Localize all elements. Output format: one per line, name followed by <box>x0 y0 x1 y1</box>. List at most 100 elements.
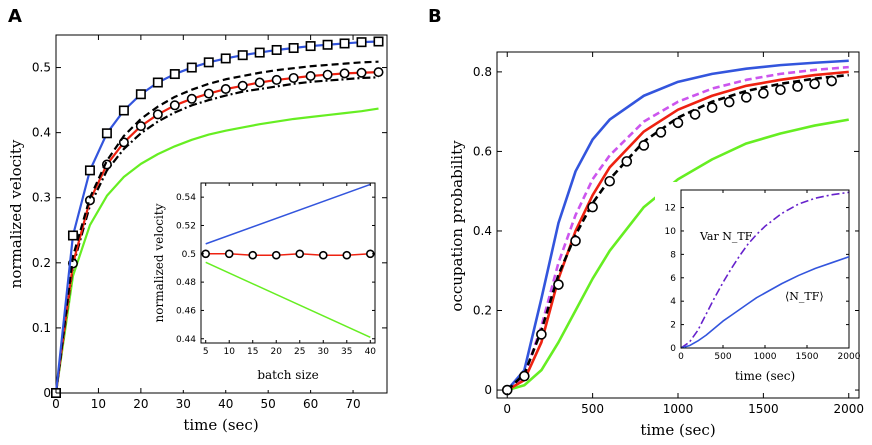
panel-b-inset-xtick-label: 2000 <box>838 352 861 362</box>
panel-a-inset-series-green <box>205 261 371 339</box>
panel-a-inset-xtick-label: 5 <box>203 347 209 357</box>
panel-a-marker-circle <box>339 68 350 79</box>
panel-a-inset-marker-circle <box>248 250 258 260</box>
panel-b-inset-ytick-label: 4 <box>670 297 676 307</box>
panel-b-series-green <box>506 118 849 392</box>
panel-a-marker-circle <box>237 80 248 91</box>
panel-a-marker-circle <box>322 69 333 80</box>
panel-b-ylabel: occupation probability <box>448 140 466 312</box>
panel-a-inset-marker-circle <box>271 250 281 260</box>
panel-b-inset-xtick-label: 1000 <box>754 352 777 362</box>
panel-b-ytick-label: 0 <box>484 383 492 397</box>
panel-a-ytick-label: 0.1 <box>32 321 51 335</box>
panel-b-inset-ytick-label: 12 <box>665 204 676 214</box>
panel-b-xtick-label: 1500 <box>748 402 779 416</box>
panel-b-xlabel: time (sec) <box>640 421 715 439</box>
panel-a-marker-square <box>169 69 180 80</box>
panel-a-inset-marker-circle <box>295 249 305 259</box>
panel-b-marker-circle <box>638 140 650 151</box>
panel-a-inset-marker-circle <box>342 250 352 260</box>
panel-b-series-black-dashed <box>506 73 849 392</box>
panel-a-inset-xtick-label: 15 <box>247 347 258 357</box>
panel-a-ytick-label: 0.4 <box>32 126 51 140</box>
panel-b-ytick-label: 0.6 <box>473 144 492 158</box>
panel-b-marker-circle <box>741 92 752 103</box>
panel-a-marker-square <box>67 230 78 241</box>
panel-a-chart: 0 10 20 30 40 50 60 70 0 0.1 0.2 0.3 0.4 0.5 time (s… <box>7 34 388 434</box>
panel-a-marker-square <box>288 43 299 54</box>
panel-a-ytick-label: 0.2 <box>32 256 51 270</box>
panel-a-marker-circle <box>186 93 197 104</box>
panel-a-marker-square <box>305 41 316 52</box>
annotation-var-ntf: Var N_TF <box>699 230 753 243</box>
panel-a-inset-xlabel: batch size <box>257 368 318 382</box>
panel-a-marker-circle <box>271 74 282 85</box>
panel-a-marker-circle <box>288 72 299 83</box>
panel-b-inset-ytick-label: 0 <box>670 344 676 354</box>
panel-a-inset-xtick-label: 35 <box>341 347 352 357</box>
panel-a-marker-square <box>84 165 95 176</box>
panel-b-ytick-label: 0.8 <box>473 65 492 79</box>
panel-b-inset-xtick-label: 0 <box>678 352 684 362</box>
panel-a-marker-circle <box>152 109 163 120</box>
panel-a-inset-ytick-label: 0.46 <box>176 306 196 316</box>
panel-a-series-green <box>54 107 379 394</box>
panel-a-marker-square <box>101 128 112 139</box>
panel-b-marker-circle <box>570 235 581 247</box>
annotation-mean-ntf: ⟨N_TF⟩ <box>785 290 824 303</box>
panel-b-marker-circle <box>723 96 735 108</box>
panel-a-marker-square <box>220 53 231 64</box>
panel-b-marker-circle <box>621 156 633 167</box>
panel-b-marker-circle <box>604 175 615 187</box>
panel-a-inset-ytick-label: 0.52 <box>176 221 196 231</box>
panel-letter-a: A <box>8 6 22 27</box>
panel-a-inset: 5 10 15 20 25 30 35 40 0.440.460.480.50.520.54 … <box>150 176 380 390</box>
panel-a-series-black-dashed <box>54 60 379 394</box>
panel-a-series <box>50 36 384 398</box>
panel-b-marker-circle <box>536 329 547 340</box>
panel-b-marker-circle <box>519 370 530 382</box>
panel-a-ytick-label: 0.3 <box>32 191 51 205</box>
panel-a-frame <box>55 34 388 394</box>
panel-b-marker-circle <box>792 81 803 92</box>
panel-a-inset-ytick-label: 0.44 <box>176 335 196 345</box>
panel-a-marker-square <box>356 37 367 48</box>
panel-a-inset-xtick-label: 25 <box>294 347 305 357</box>
panel-a-xtick-label: 60 <box>303 397 318 411</box>
panel-a-marker-circle <box>220 84 231 95</box>
panel-b-marker-circle <box>553 279 564 290</box>
panel-b-marker-circle <box>672 117 684 129</box>
panel-a-xtick-label: 40 <box>218 397 233 411</box>
panel-letter-b: B <box>428 6 442 27</box>
panel-a-marker-square <box>152 77 163 88</box>
panel-b-xtick-label: 1000 <box>663 402 694 416</box>
panel-b-marker-circle <box>587 201 598 213</box>
panel-b-chart: 0 500 1000 1500 2000 00.20.40.60.8 time (sec… <box>448 51 864 439</box>
panel-b-xtick-label: 0 <box>503 402 511 416</box>
panel-b-inset: 0 500 1000 1500 2000 0 2 4 6 8 10 12 time (sec) Va… <box>655 182 861 392</box>
panel-a-marker-circle <box>356 67 367 78</box>
panel-a-marker-circle <box>135 121 146 132</box>
panel-b-marker-circle <box>809 78 820 90</box>
panel-a-xtick-label: 0 <box>52 397 60 411</box>
panel-a-ytick-label: 0 <box>43 386 51 400</box>
panel-a-marker-square <box>373 36 384 47</box>
panel-a-marker-square <box>118 105 129 116</box>
panel-a-inset-xtick-label: 30 <box>318 347 330 357</box>
panel-a-marker-square <box>339 38 350 49</box>
panel-b-inset-series-var-n-tf <box>680 191 850 349</box>
panel-a-xtick-label: 20 <box>133 397 148 411</box>
panel-a-inset-marker-circle <box>224 249 234 259</box>
panel-b-marker-circle <box>689 109 701 120</box>
panel-b-inset-ytick-label: 6 <box>670 274 676 284</box>
panel-b-inset-ytick-label: 8 <box>670 250 676 260</box>
panel-a-xtick-label: 10 <box>91 397 106 411</box>
panel-a-marker-square <box>237 50 248 61</box>
panel-b-xtick-label: 2000 <box>833 402 864 416</box>
panel-a-marker-square <box>254 47 265 58</box>
panel-b-series <box>501 59 849 396</box>
panel-a-inset-ytick-label: 0.54 <box>176 193 196 203</box>
panel-b-inset-xlabel: time (sec) <box>735 369 795 383</box>
panel-a-marker-circle <box>373 67 384 78</box>
panel-a-marker-square <box>135 89 146 100</box>
